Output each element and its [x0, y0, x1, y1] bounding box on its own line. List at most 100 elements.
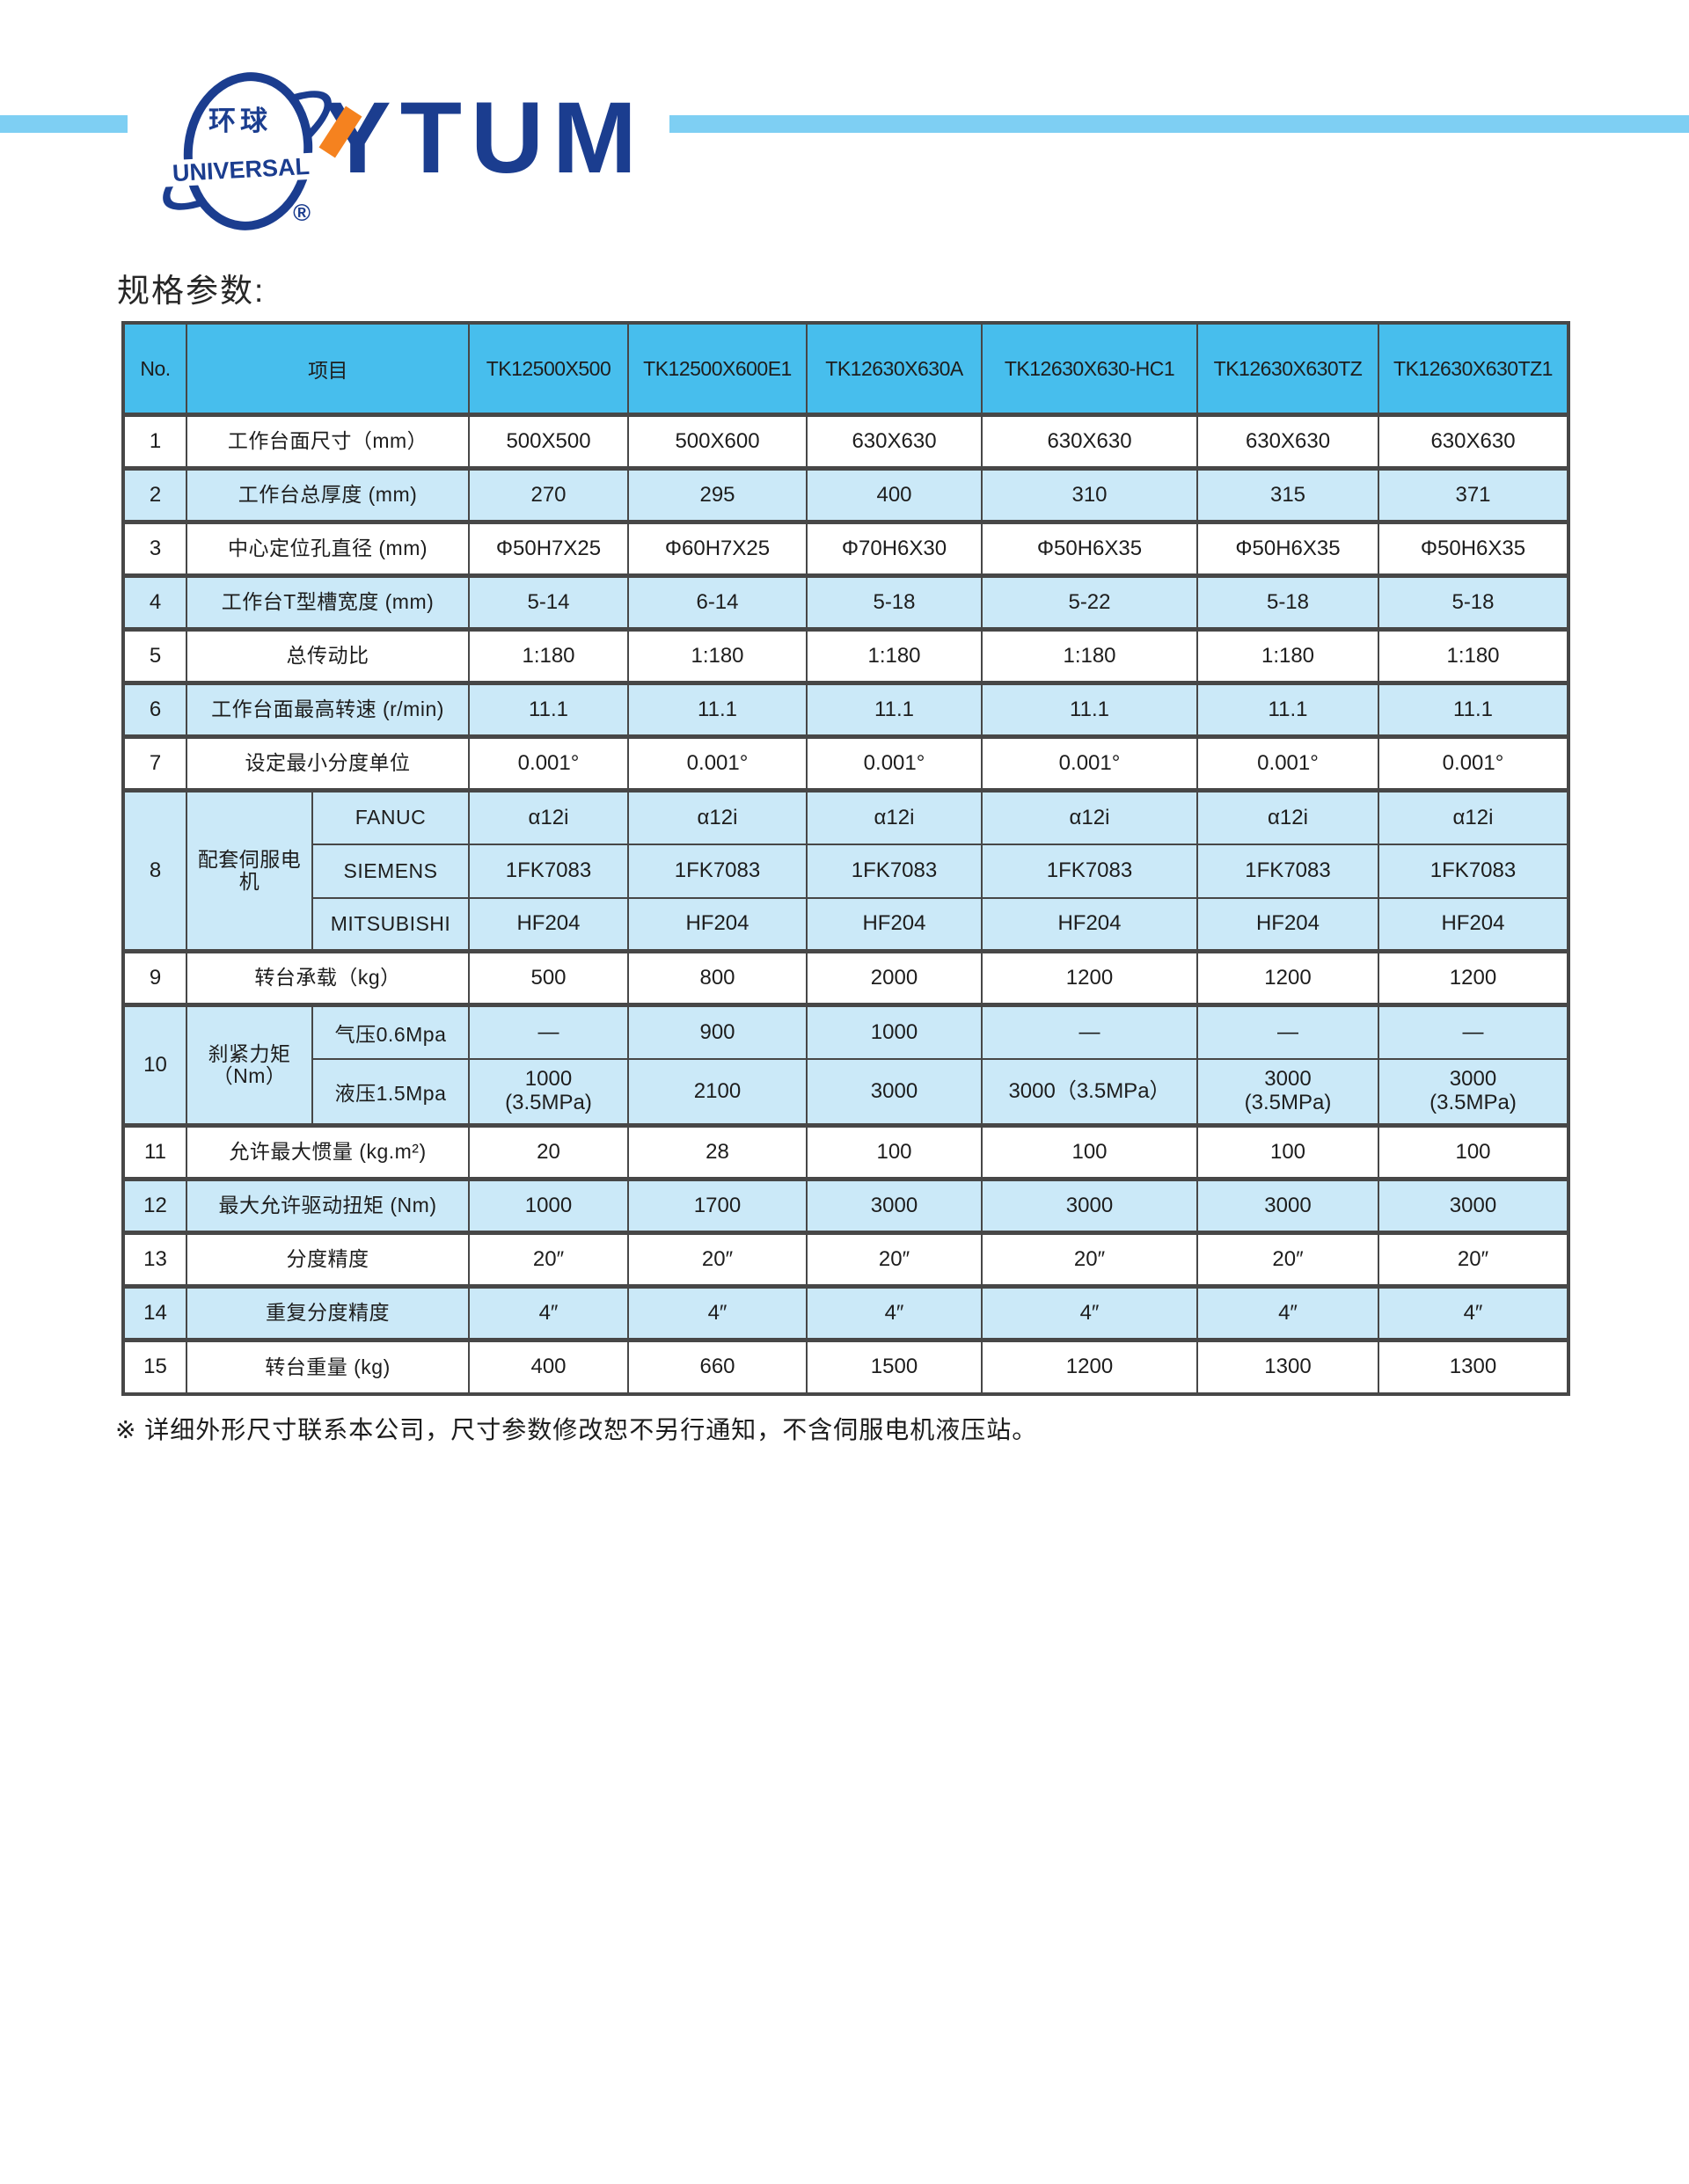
table-row: 5 总传动比 1:180 1:180 1:180 1:180 1:180 1:1… [122, 628, 1569, 685]
cell-value: 400 [806, 467, 983, 524]
cell-value: 2100 [627, 1057, 808, 1128]
cell-value: 295 [627, 467, 808, 524]
cell-value: HF204 [806, 896, 983, 953]
cell-no: 9 [122, 950, 187, 1007]
cell-value: 20″ [806, 1231, 983, 1289]
table-row: 4 工作台T型槽宽度 (mm) 5-14 6-14 5-18 5-22 5-18… [122, 574, 1569, 632]
cell-subitem: 气压0.6Mpa [311, 1004, 470, 1060]
cell-value: Φ70H6X30 [806, 521, 983, 578]
col-header-no: No. [122, 322, 187, 417]
cell-value: 3000（3.5MPa） [981, 1057, 1198, 1128]
table-row: MITSUBISHI HF204 HF204 HF204 HF204 HF204… [123, 896, 1569, 953]
cell-no: 6 [122, 682, 187, 739]
table-row: 15 转台重量 (kg) 400 660 1500 1200 1300 1300 [122, 1339, 1569, 1395]
cell-value: 0.001° [1196, 735, 1379, 793]
cell-value: 3000 [806, 1057, 983, 1128]
cell-item: 总传动比 [186, 628, 470, 685]
cell-no: 7 [122, 735, 187, 793]
cell-value: 4″ [981, 1285, 1198, 1342]
cell-value: 100 [981, 1124, 1198, 1181]
cell-value: 1000 [806, 1004, 983, 1060]
cell-value: 500X600 [627, 413, 808, 471]
cell-value: 11.1 [1378, 682, 1569, 739]
cell-value: 270 [468, 467, 629, 524]
cell-value: 1200 [1196, 950, 1379, 1007]
cell-value: 5-14 [468, 574, 629, 632]
cell-value: 0.001° [1378, 735, 1569, 793]
cell-item: 允许最大惯量 (kg.m²) [186, 1124, 470, 1181]
cell-value: HF204 [981, 896, 1198, 953]
registered-trademark-mark: ® [293, 200, 311, 226]
cell-item: 转台重量 (kg) [186, 1339, 470, 1395]
cell-value: Φ50H6X35 [1196, 521, 1379, 578]
cell-value: — [1378, 1004, 1569, 1060]
cell-value: Φ50H6X35 [1378, 521, 1569, 578]
cell-value: α12i [627, 789, 808, 845]
cell-value: 5-18 [806, 574, 983, 632]
cell-value: 310 [981, 467, 1198, 524]
cell-value: 3000 (3.5MPa) [1196, 1057, 1379, 1128]
cell-value: 20 [468, 1124, 629, 1181]
cell-value: 4″ [627, 1285, 808, 1342]
table-row: 8 配套伺服电机 FANUC α12i α12i α12i α12i α12i … [122, 789, 1569, 953]
cell-value: 11.1 [468, 682, 629, 739]
cell-value: 1:180 [806, 628, 983, 685]
cell-value: 1000 [468, 1178, 629, 1235]
cell-value: 20″ [1378, 1231, 1569, 1289]
cell-value: — [981, 1004, 1198, 1060]
cell-no: 1 [122, 413, 187, 471]
cell-no: 14 [122, 1285, 187, 1342]
cell-value: 1FK7083 [627, 843, 808, 899]
cell-value: — [468, 1004, 629, 1060]
cell-value: 1FK7083 [468, 843, 629, 899]
cell-value: α12i [468, 789, 629, 845]
cell-value: 3000 [981, 1178, 1198, 1235]
cell-value: 6-14 [627, 574, 808, 632]
cell-value: 100 [806, 1124, 983, 1181]
col-header-model: TK12630X630TZ [1196, 322, 1379, 417]
col-header-model: TK12500X500 [468, 322, 629, 417]
cell-value: 20″ [981, 1231, 1198, 1289]
cell-value: 315 [1196, 467, 1379, 524]
cell-value: Φ50H6X35 [981, 521, 1198, 578]
cell-value: 2000 [806, 950, 983, 1007]
cell-item: 配套伺服电机 [186, 789, 313, 953]
cell-value: 11.1 [627, 682, 808, 739]
cell-value: 500X500 [468, 413, 629, 471]
cell-value: 1:180 [627, 628, 808, 685]
cell-value: 3000 [806, 1178, 983, 1235]
cell-value: 630X630 [806, 413, 983, 471]
cell-item: 中心定位孔直径 (mm) [186, 521, 470, 578]
cell-value: 20″ [627, 1231, 808, 1289]
cell-value: 20″ [468, 1231, 629, 1289]
table-row: 7 设定最小分度单位 0.001° 0.001° 0.001° 0.001° 0… [122, 735, 1569, 793]
cell-subitem: SIEMENS [311, 843, 470, 899]
table-row: 1 工作台面尺寸（mm） 500X500 500X600 630X630 630… [122, 413, 1569, 471]
cell-value: 0.001° [468, 735, 629, 793]
cell-no: 13 [122, 1231, 187, 1289]
cell-value: 900 [627, 1004, 808, 1060]
col-header-item: 项目 [186, 322, 470, 417]
table-row: 11 允许最大惯量 (kg.m²) 20 28 100 100 100 100 [122, 1124, 1569, 1181]
ytum-wordmark: YTUM [318, 88, 646, 189]
cell-value: 5-18 [1378, 574, 1569, 632]
cell-value: 1200 [1378, 950, 1569, 1007]
table-row: 2 工作台总厚度 (mm) 270 295 400 310 315 371 [122, 467, 1569, 524]
table-row: SIEMENS 1FK7083 1FK7083 1FK7083 1FK7083 … [123, 843, 1569, 899]
cell-item: 工作台面最高转速 (r/min) [186, 682, 470, 739]
cell-value: 371 [1378, 467, 1569, 524]
cell-value: 1:180 [1196, 628, 1379, 685]
cell-value: 11.1 [806, 682, 983, 739]
cell-value: HF204 [468, 896, 629, 953]
table-row: 14 重复分度精度 4″ 4″ 4″ 4″ 4″ 4″ [122, 1285, 1569, 1342]
cell-value: 3000 (3.5MPa) [1378, 1057, 1569, 1128]
cell-value: HF204 [1378, 896, 1569, 953]
cell-no: 12 [122, 1178, 187, 1235]
cell-value: 5-22 [981, 574, 1198, 632]
cell-value: 28 [627, 1124, 808, 1181]
cell-value: 1300 [1378, 1339, 1569, 1395]
cell-subitem: FANUC [311, 789, 470, 845]
logo-chinese-name: 环球 [208, 106, 272, 136]
cell-item: 刹紧力矩 （Nm） [186, 1004, 313, 1128]
